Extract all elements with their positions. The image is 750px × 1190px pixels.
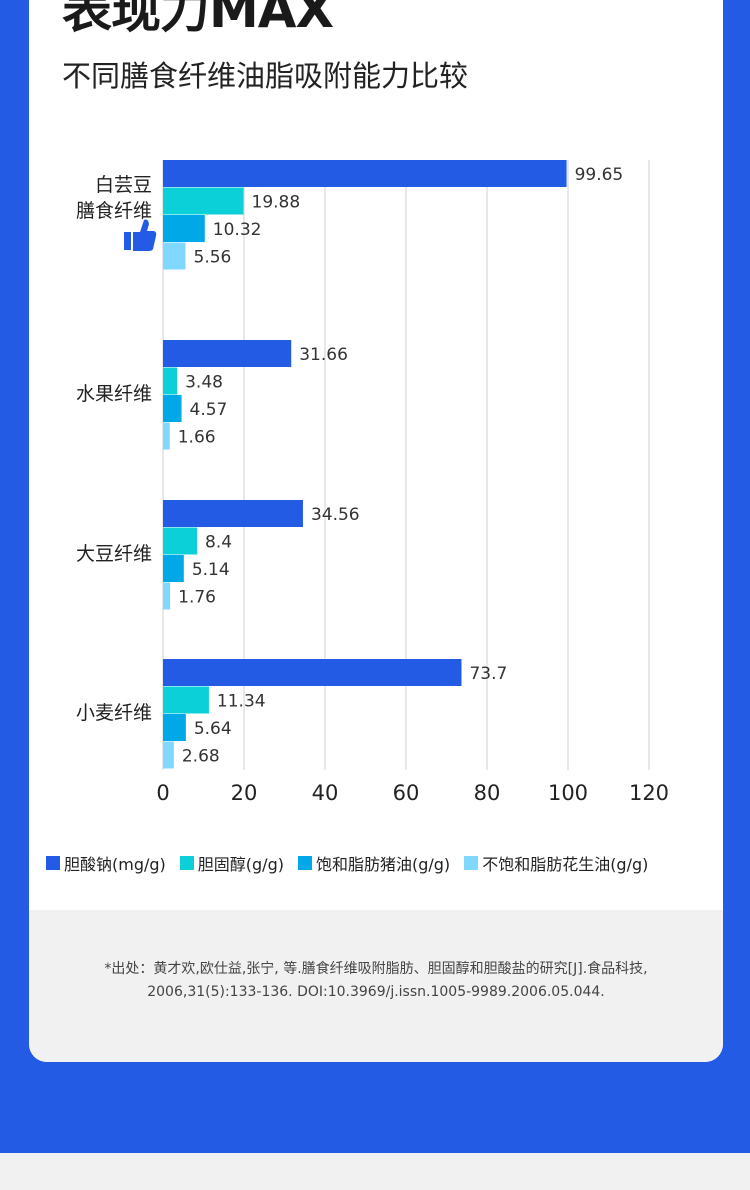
category-label: 小麦纤维	[76, 702, 152, 724]
data-label: 34.56	[311, 505, 360, 525]
data-label: 4.57	[190, 400, 228, 420]
data-label: 3.48	[185, 373, 223, 393]
page-title: 表现力MAX	[62, 0, 334, 39]
bar-2	[163, 714, 186, 741]
legend-swatch	[464, 856, 479, 870]
bar-3	[163, 582, 171, 610]
citation-line-1: *出处：黄才欢,欧仕益,张宁, 等.膳食纤维吸附脂肪、胆固醇和胆酸盐的研究[J]…	[104, 961, 648, 977]
data-label: 73.7	[469, 664, 507, 684]
data-label: 19.88	[252, 193, 301, 213]
bar-2	[163, 395, 182, 422]
bar-1	[163, 527, 198, 555]
legend-item: 胆酸钠(mg/g)	[46, 851, 166, 875]
legend-swatch	[179, 856, 194, 870]
category-label: 白芸豆	[95, 174, 152, 196]
page-subtitle: 不同膳食纤维油脂吸附能力比较	[62, 59, 469, 93]
bar-3	[163, 242, 186, 270]
citation-footer: *出处：黄才欢,欧仕益,张宁, 等.膳食纤维吸附脂肪、胆固醇和胆酸盐的研究[J]…	[29, 910, 723, 1062]
bar-3	[163, 422, 170, 450]
data-label: 1.76	[178, 588, 216, 608]
category-label: 水果纤维	[76, 383, 152, 405]
legend-swatch	[46, 856, 60, 870]
data-label: 5.14	[192, 560, 230, 580]
x-tick-label: 80	[474, 781, 501, 805]
legend-label: 胆酸钠(mg/g)	[64, 855, 166, 874]
legend-label: 胆固醇(g/g)	[197, 855, 284, 874]
bar-0	[163, 160, 567, 187]
bar-1	[163, 187, 244, 215]
legend-item: 胆固醇(g/g)	[179, 851, 284, 875]
data-label: 99.65	[575, 165, 624, 185]
x-tick-label: 0	[156, 781, 169, 805]
data-label: 1.66	[178, 428, 216, 448]
bar-2	[163, 555, 184, 582]
bar-1	[163, 367, 178, 395]
bar-0	[163, 500, 303, 527]
x-tick-label: 100	[548, 781, 588, 805]
chart-legend: 胆酸钠(mg/g) 胆固醇(g/g) 饱和脂肪猪油(g/g) 不饱和脂肪花生油(g/g…	[46, 851, 648, 875]
legend-label: 不饱和脂肪花生油(g/g)	[482, 855, 649, 874]
legend-label: 饱和脂肪猪油(g/g)	[315, 855, 451, 874]
data-label: 2.68	[182, 747, 220, 767]
category-label: 膳食纤维	[76, 200, 152, 222]
legend-item: 饱和脂肪猪油(g/g)	[297, 851, 451, 875]
legend-item: 不饱和脂肪花生油(g/g)	[464, 851, 648, 875]
x-tick-label: 20	[231, 781, 258, 805]
category-label: 大豆纤维	[76, 543, 152, 565]
bar-0	[163, 659, 462, 686]
bar-3	[163, 741, 174, 769]
x-tick-label: 40	[312, 781, 339, 805]
bar-0	[163, 340, 292, 367]
data-label: 5.56	[194, 248, 232, 268]
data-label: 31.66	[299, 345, 348, 365]
x-tick-label: 60	[393, 781, 420, 805]
data-label: 11.34	[217, 692, 266, 712]
data-label: 5.64	[194, 719, 232, 739]
x-tick-label: 120	[629, 781, 669, 805]
legend-swatch	[297, 856, 312, 870]
data-label: 8.4	[205, 533, 232, 553]
data-label: 10.32	[213, 220, 262, 240]
bar-1	[163, 686, 209, 714]
thumbs-up-icon	[124, 219, 157, 251]
citation-line-2: 2006,31(5):133-136. DOI:10.3969/j.issn.1…	[147, 984, 605, 1000]
bar-2	[163, 215, 205, 242]
